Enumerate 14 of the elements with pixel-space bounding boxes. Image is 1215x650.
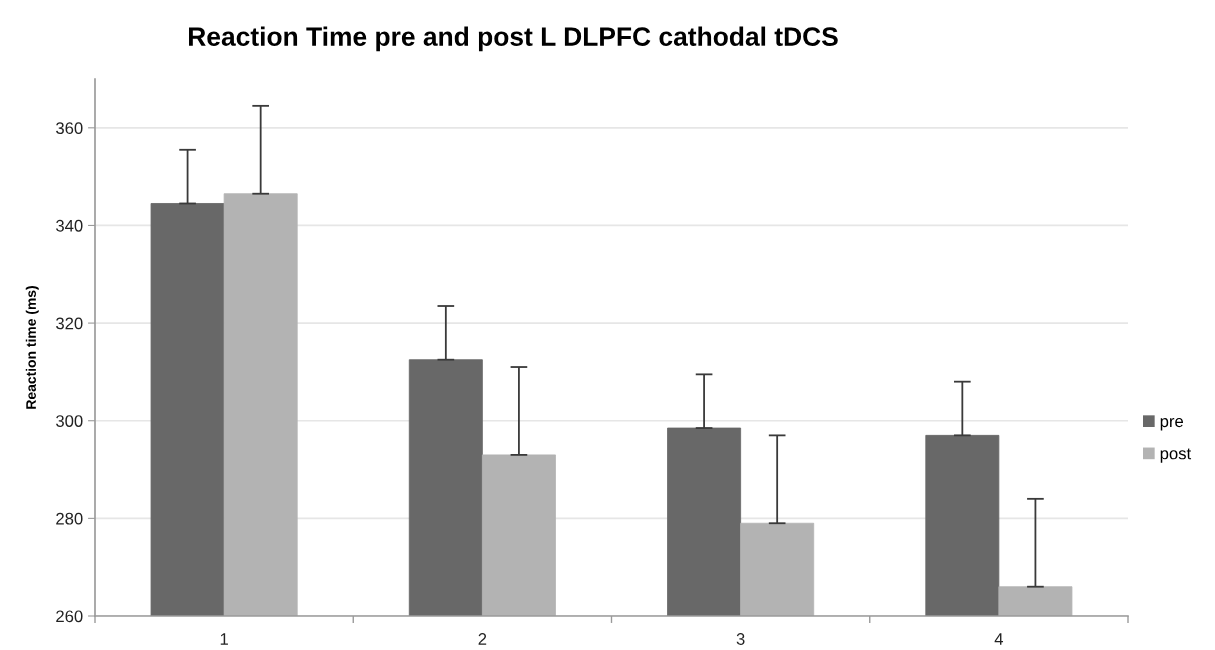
y-tick-label: 320 [56, 317, 83, 330]
y-axis-title: Reaction time (ms) [25, 286, 39, 409]
chart-title: Reaction Time pre and post L DLPFC cathodal tDCS [189, 26, 838, 52]
y-tick-label: 280 [56, 512, 83, 525]
x-tick-label: 3 [736, 633, 745, 645]
y-tick-label: 300 [56, 415, 83, 427]
x-tick-label: 4 [994, 633, 1004, 645]
y-tick-label: 260 [56, 610, 83, 623]
y-tick-label: 340 [56, 219, 83, 232]
x-tick-label: 1 [220, 633, 228, 645]
legend-label: pre [1160, 418, 1184, 431]
x-tick-label: 2 [478, 633, 487, 645]
legend-label: post [1160, 448, 1192, 463]
y-tick-label: 360 [56, 122, 83, 135]
